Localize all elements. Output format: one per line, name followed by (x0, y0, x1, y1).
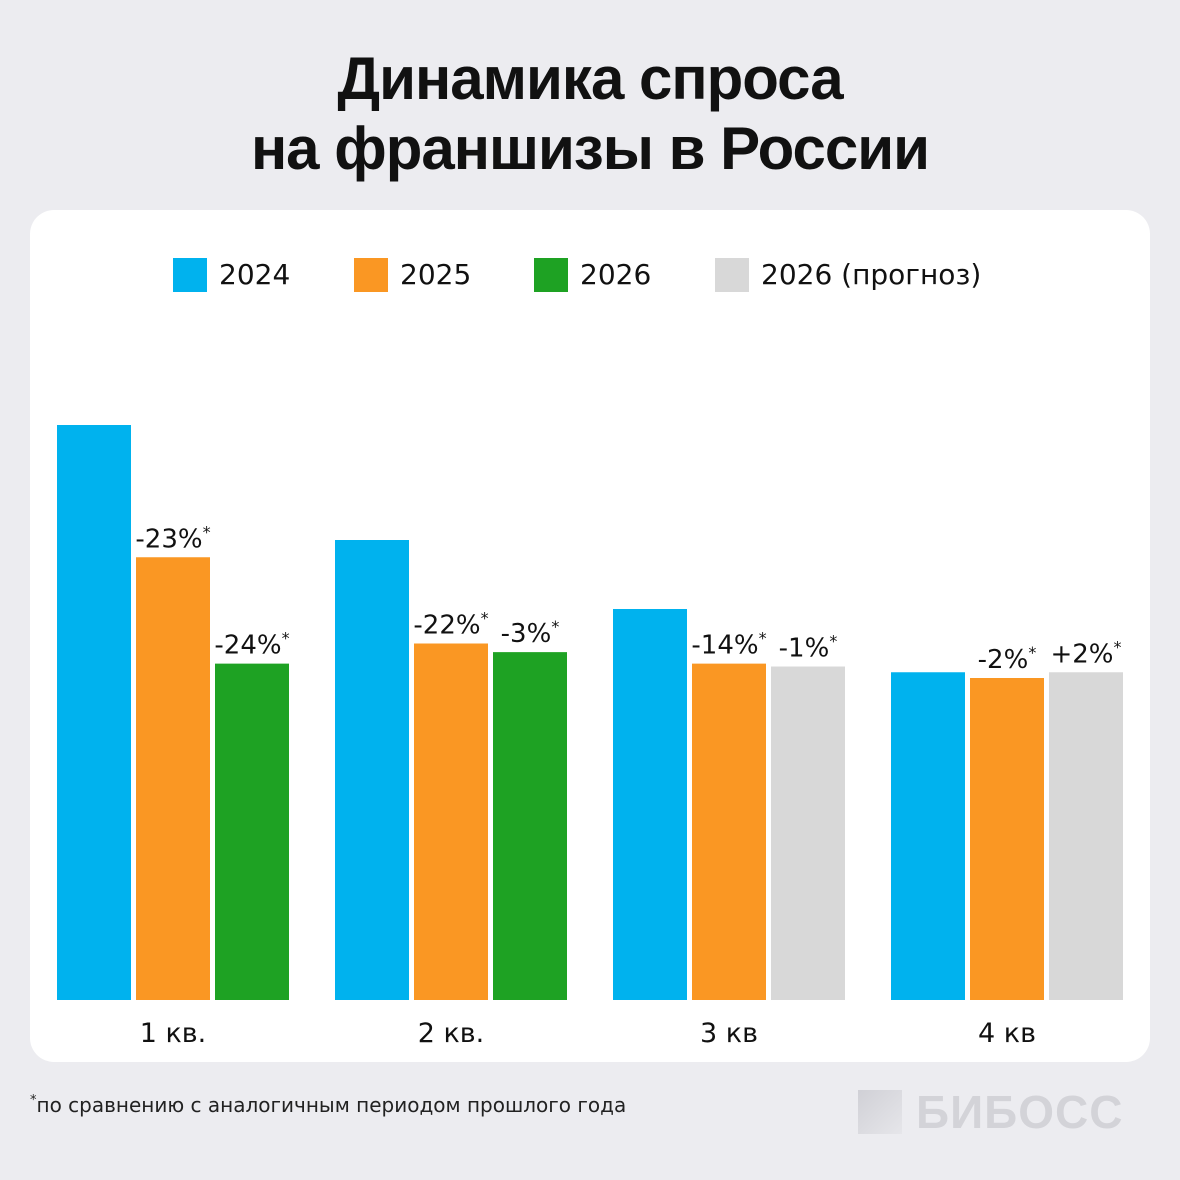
category-label-4: 4 кв (978, 1018, 1036, 1049)
brand-logo: БИБОСС (858, 1086, 1158, 1138)
page-title: Динамика спроса на франшизы в России (0, 44, 1180, 184)
chart-card: 2024 2025 2026 2026 (прогноз) -23%* -24%*… (30, 210, 1150, 1062)
bar-2-1 (335, 540, 409, 1000)
bar-2-2 (414, 643, 488, 1000)
bar-chart: -23%* -24%* 1 кв. -22%* -3%* 2 кв. -14%* -1%* 3 … (57, 425, 1123, 1049)
title-line-1: Динамика спроса (337, 45, 843, 112)
data-label-2-3: -3%* (501, 617, 560, 649)
legend-swatch-2026-forecast (715, 258, 749, 292)
category-label-1: 1 кв. (140, 1018, 207, 1049)
bar-3-3 (771, 666, 845, 1000)
category-label-2: 2 кв. (418, 1018, 485, 1049)
legend-label-2025: 2025 (400, 258, 472, 291)
footnote-mark: * (30, 1093, 37, 1108)
title-line-2: на франшизы в России (250, 115, 930, 182)
data-label-1-3: -24%* (214, 629, 289, 661)
data-label-1-2: -23%* (135, 522, 210, 554)
legend-swatch-2025 (354, 258, 388, 292)
footnote-text: по сравнению с аналогичным периодом прош… (36, 1093, 627, 1117)
bar-1-3 (215, 663, 289, 1000)
legend: 2024 2025 2026 2026 (прогноз) (30, 258, 1150, 294)
legend-swatch-2024 (173, 258, 207, 292)
footnote: *по сравнению с аналогичным периодом про… (30, 1093, 626, 1117)
legend-label-2026: 2026 (580, 258, 652, 291)
data-label-3-2: -14%* (691, 629, 766, 661)
legend-swatch-2026 (534, 258, 568, 292)
data-label-3-3: -1%* (779, 632, 838, 664)
bar-3-1 (613, 609, 687, 1000)
bar-1-1 (57, 425, 131, 1000)
legend-label-2024: 2024 (219, 258, 291, 291)
data-label-2-2: -22%* (413, 609, 488, 641)
bar-4-1 (891, 672, 965, 1000)
data-label-4-2: -2%* (978, 643, 1037, 675)
data-label-4-3: +2%* (1050, 637, 1121, 669)
category-label-3: 3 кв (700, 1018, 758, 1049)
bar-3-2 (692, 663, 766, 1000)
brand-name: БИБОСС (916, 1086, 1124, 1138)
brand-mark-icon (858, 1090, 902, 1134)
bar-1-2 (136, 557, 210, 1000)
bar-4-3 (1049, 672, 1123, 1000)
bar-2-3 (493, 652, 567, 1000)
bar-4-2 (970, 678, 1044, 1000)
legend-label-2026-forecast: 2026 (прогноз) (761, 258, 982, 291)
